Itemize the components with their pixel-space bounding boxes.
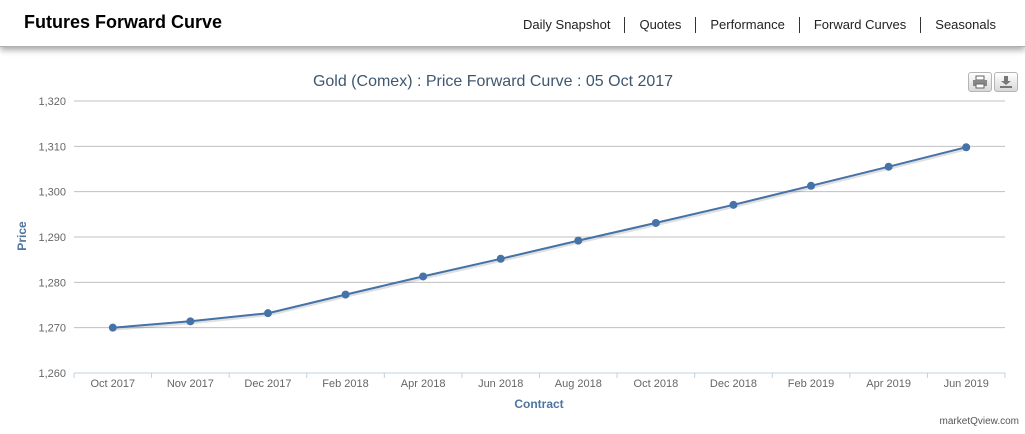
y-tick-label: 1,320 — [38, 96, 66, 108]
nav-quotes[interactable]: Quotes — [624, 17, 695, 33]
download-icon — [1000, 76, 1012, 88]
nav-seasonals[interactable]: Seasonals — [920, 17, 1009, 33]
y-axis-title: Price — [15, 221, 29, 251]
x-tick-label: Feb 2019 — [788, 378, 834, 390]
x-tick-label: Jun 2018 — [478, 378, 523, 390]
top-header: Futures Forward Curve Daily Snapshot Quo… — [0, 0, 1025, 47]
y-tick-label: 1,290 — [38, 232, 66, 244]
x-tick-label: Dec 2017 — [244, 378, 291, 390]
data-point — [108, 323, 117, 332]
page-title: Futures Forward Curve — [24, 12, 223, 32]
y-tick-label: 1,310 — [38, 141, 66, 153]
data-point — [574, 236, 583, 245]
data-point — [263, 309, 272, 318]
x-tick-label: Oct 2017 — [90, 378, 135, 390]
nav-forward-curves[interactable]: Forward Curves — [798, 17, 920, 33]
nav-daily-snapshot[interactable]: Daily Snapshot — [523, 17, 611, 32]
x-tick-label: Nov 2017 — [167, 378, 214, 390]
printer-icon — [973, 75, 987, 89]
series-line-shadow — [113, 146, 968, 331]
x-tick-label: Jun 2019 — [944, 378, 989, 390]
data-point — [651, 218, 660, 227]
x-axis-title: Contract — [514, 397, 563, 411]
y-tick-label: 1,280 — [38, 277, 66, 289]
series-line — [112, 146, 967, 329]
data-point — [807, 181, 816, 190]
data-point — [729, 200, 738, 209]
chart-container: Gold (Comex) : Price Forward Curve : 05 … — [0, 58, 1025, 429]
data-point — [884, 162, 893, 171]
x-tick-label: Oct 2018 — [634, 378, 679, 390]
data-point — [341, 290, 350, 299]
data-point — [496, 254, 505, 263]
data-point — [186, 317, 195, 326]
forward-curve-chart: Gold (Comex) : Price Forward Curve : 05 … — [15, 73, 1006, 411]
x-tick-label: Feb 2018 — [322, 378, 368, 390]
x-tick-label: Aug 2018 — [555, 378, 602, 390]
x-tick-label: Apr 2018 — [401, 378, 446, 390]
main-nav: Daily Snapshot Quotes Performance Forwar… — [509, 17, 1009, 33]
download-button[interactable] — [994, 72, 1018, 92]
nav-performance[interactable]: Performance — [695, 17, 798, 33]
credit-text: marketQview.com — [939, 416, 1019, 427]
data-point — [962, 143, 971, 152]
chart-title: Gold (Comex) : Price Forward Curve : 05 … — [313, 73, 673, 90]
y-tick-label: 1,270 — [38, 323, 66, 335]
x-tick-label: Apr 2019 — [866, 378, 911, 390]
print-button[interactable] — [968, 72, 992, 92]
y-tick-label: 1,300 — [38, 187, 66, 199]
data-point — [419, 272, 428, 281]
x-tick-label: Dec 2018 — [710, 378, 757, 390]
y-tick-label: 1,260 — [38, 368, 66, 380]
